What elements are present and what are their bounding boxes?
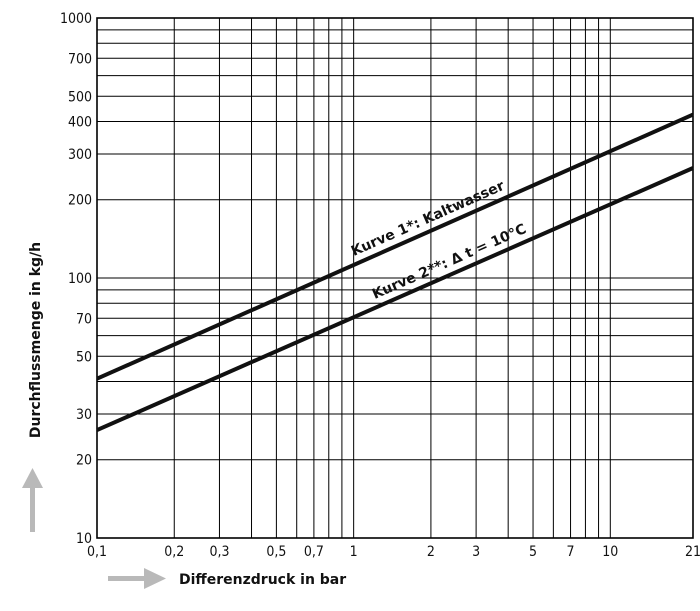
series-line-2	[96, 166, 694, 432]
x-tick-label: 0,2	[164, 544, 184, 560]
x-tick-label: 0,7	[304, 544, 324, 560]
x-tick-label: 0,1	[87, 544, 107, 560]
x-axis-arrow-icon	[108, 568, 166, 589]
x-tick-label: 3	[472, 544, 480, 560]
x-tick-label: 0,5	[266, 544, 286, 560]
x-tick-label: 2	[427, 544, 435, 560]
x-tick-label: 0,3	[209, 544, 229, 560]
y-tick-label: 50	[76, 349, 92, 365]
series-line-1	[96, 112, 694, 381]
x-axis-title: Differenzdruck in bar	[179, 572, 346, 588]
y-tick-label: 700	[68, 51, 92, 67]
y-tick-label: 20	[76, 453, 92, 469]
x-tick-label: 10	[602, 544, 618, 560]
x-tick-label: 5	[529, 544, 537, 560]
y-axis-title: Durchflussmenge in kg/h	[28, 242, 44, 438]
y-tick-label: 400	[68, 114, 92, 130]
y-tick-labels: 10 20 30 50 70 100 200 300 400 500 700 1000	[60, 11, 92, 547]
x-tick-label: 21	[685, 544, 700, 560]
y-tick-label: 500	[68, 89, 92, 105]
y-tick-label: 70	[76, 311, 92, 327]
curve-labels: Kurve 1*: Kaltwasser Kurve 2**: Δ t = 10…	[349, 178, 529, 303]
x-tick-labels: 0,1 0,2 0,3 0,5 0,7 1 2 3 5 7 10 21	[87, 544, 700, 560]
y-tick-label: 1000	[60, 11, 92, 27]
y-tick-label: 100	[68, 271, 92, 287]
grid	[96, 17, 694, 539]
y-tick-label: 300	[68, 147, 92, 163]
x-tick-label: 1	[350, 544, 358, 560]
y-tick-label: 200	[68, 193, 92, 209]
y-tick-label: 10	[76, 531, 92, 547]
x-tick-label: 7	[567, 544, 575, 560]
y-tick-label: 30	[76, 407, 92, 423]
y-axis-arrow-icon	[22, 468, 43, 532]
series-group	[96, 112, 694, 432]
